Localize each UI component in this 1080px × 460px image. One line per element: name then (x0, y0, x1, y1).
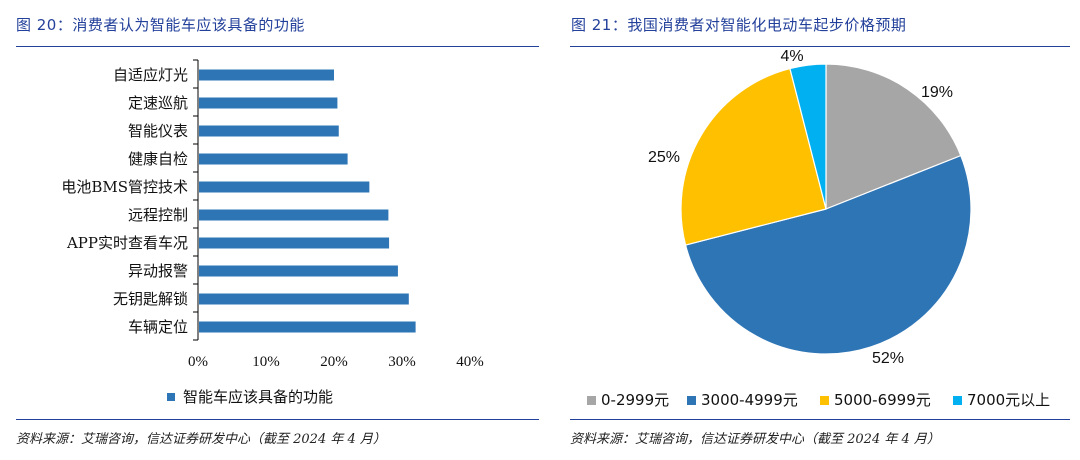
bar-10 (199, 321, 416, 333)
bar-x-tick-label: 0% (188, 354, 208, 370)
bar-legend-swatch (167, 393, 175, 401)
left-bottom-rule (16, 419, 539, 420)
bar-8 (199, 265, 398, 277)
bar-category-label: 定速巡航 (128, 94, 188, 112)
bar-x-tick-label: 30% (388, 354, 416, 370)
bar-5 (199, 181, 370, 193)
bar-category-label: 车辆定位 (128, 318, 188, 336)
pie-legend-swatch (687, 396, 696, 405)
pie-slice-label: 52% (872, 350, 904, 367)
left-top-rule (16, 46, 539, 47)
right-source-note: 资料来源：艾瑞咨询，信达证券研发中心（截至 2024 年 4 月） (570, 432, 940, 447)
bar-category-label: 自适应灯光 (113, 66, 188, 84)
pie-slice-4 (789, 63, 827, 210)
pie-legend-swatch (587, 396, 596, 405)
pie-legend-swatch (953, 396, 962, 405)
bar-x-tick-label: 10% (252, 354, 280, 370)
pie-legend-label: 3000-4999元 (701, 391, 798, 409)
bar-3 (199, 125, 339, 137)
right-bottom-rule (570, 419, 1070, 420)
left-figure-title: 图 20：消费者认为智能车应该具备的功能 (16, 16, 305, 34)
pie-legend-label: 7000元以上 (967, 391, 1050, 409)
pie-slice-2 (684, 154, 972, 355)
bar-category-label: APP实时查看车况 (66, 234, 188, 252)
pie-legend-label: 5000-6999元 (834, 391, 931, 409)
bar-x-tick-label: 20% (320, 354, 348, 370)
bar-6 (199, 209, 389, 221)
left-source-note: 资料来源：艾瑞咨询，信达证券研发中心（截至 2024 年 4 月） (16, 432, 386, 447)
pie-slice-label: 4% (780, 48, 803, 65)
pie-slice-1 (825, 63, 962, 210)
bar-1 (199, 69, 334, 81)
bar-x-tick-label: 40% (456, 354, 484, 370)
right-figure-title: 图 21：我国消费者对智能化电动车起步价格预期 (571, 16, 907, 34)
bar-category-label: 远程控制 (128, 206, 188, 224)
pie-slice-label: 19% (921, 84, 953, 101)
bar-4 (199, 153, 348, 165)
right-top-rule (570, 46, 1070, 47)
bar-category-label: 异动报警 (128, 262, 188, 280)
bar-category-label: 无钥匙解锁 (113, 290, 188, 308)
pie-legend-label: 0-2999元 (601, 391, 669, 409)
bar-category-label: 健康自检 (128, 150, 188, 168)
pie-legend-swatch (820, 396, 829, 405)
bar-9 (199, 293, 409, 305)
pie-slice-label: 25% (648, 149, 680, 166)
bar-category-label: 智能仪表 (128, 122, 188, 140)
pie-slice-3 (680, 67, 827, 246)
bar-category-label: 电池BMS管控技术 (61, 178, 188, 196)
bar-legend-label: 智能车应该具备的功能 (183, 388, 333, 406)
bar-7 (199, 237, 390, 249)
bar-2 (199, 97, 338, 109)
